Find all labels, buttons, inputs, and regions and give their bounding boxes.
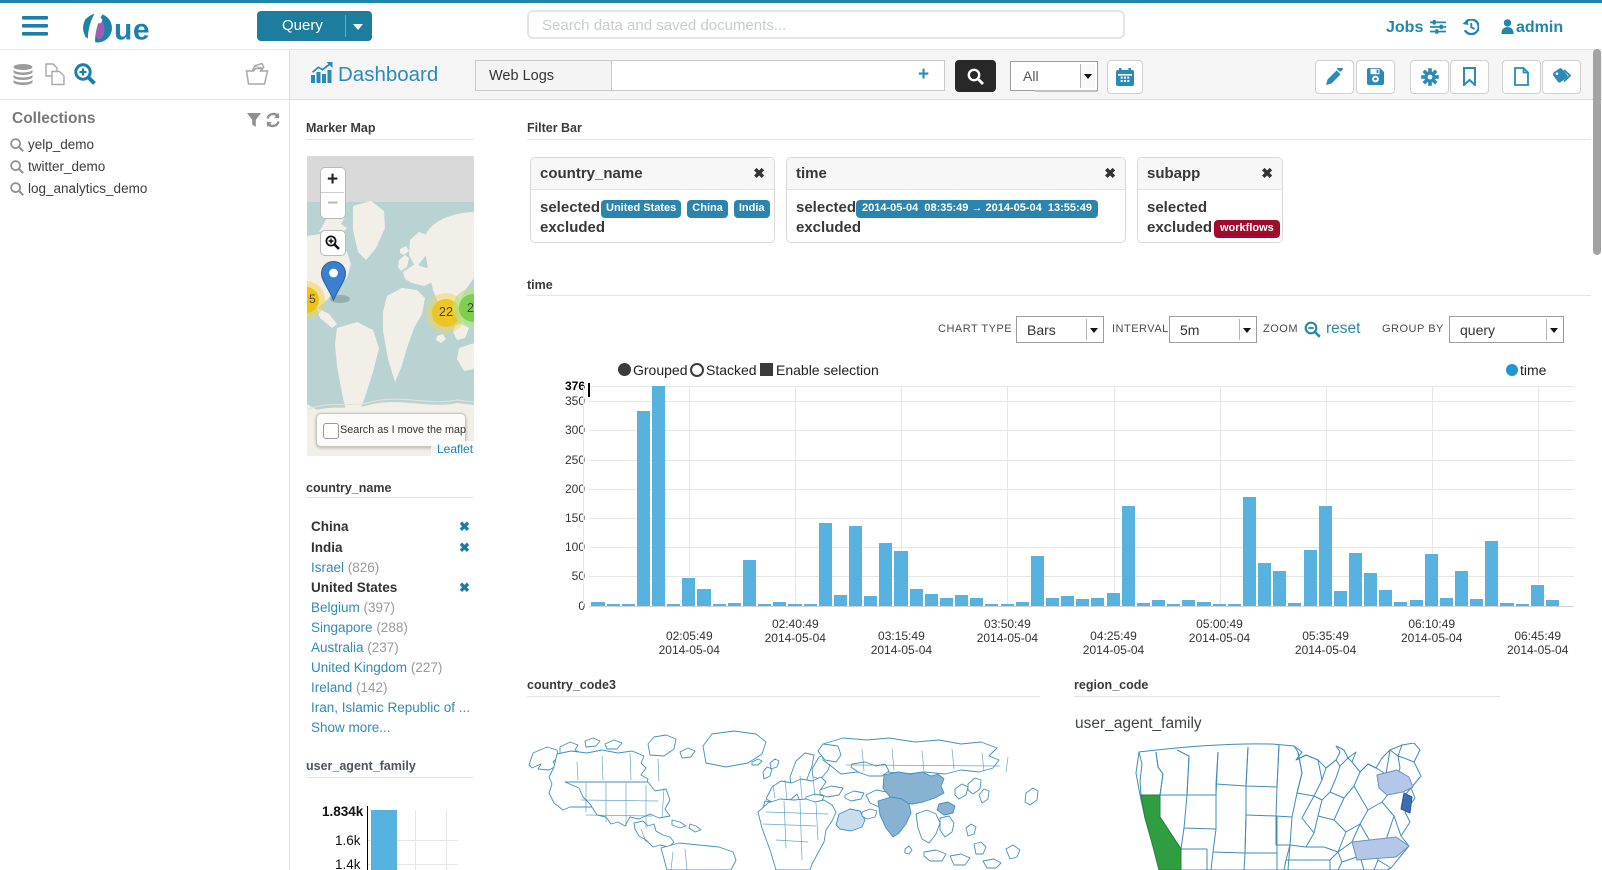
svg-text:ue: ue: [114, 14, 150, 44]
